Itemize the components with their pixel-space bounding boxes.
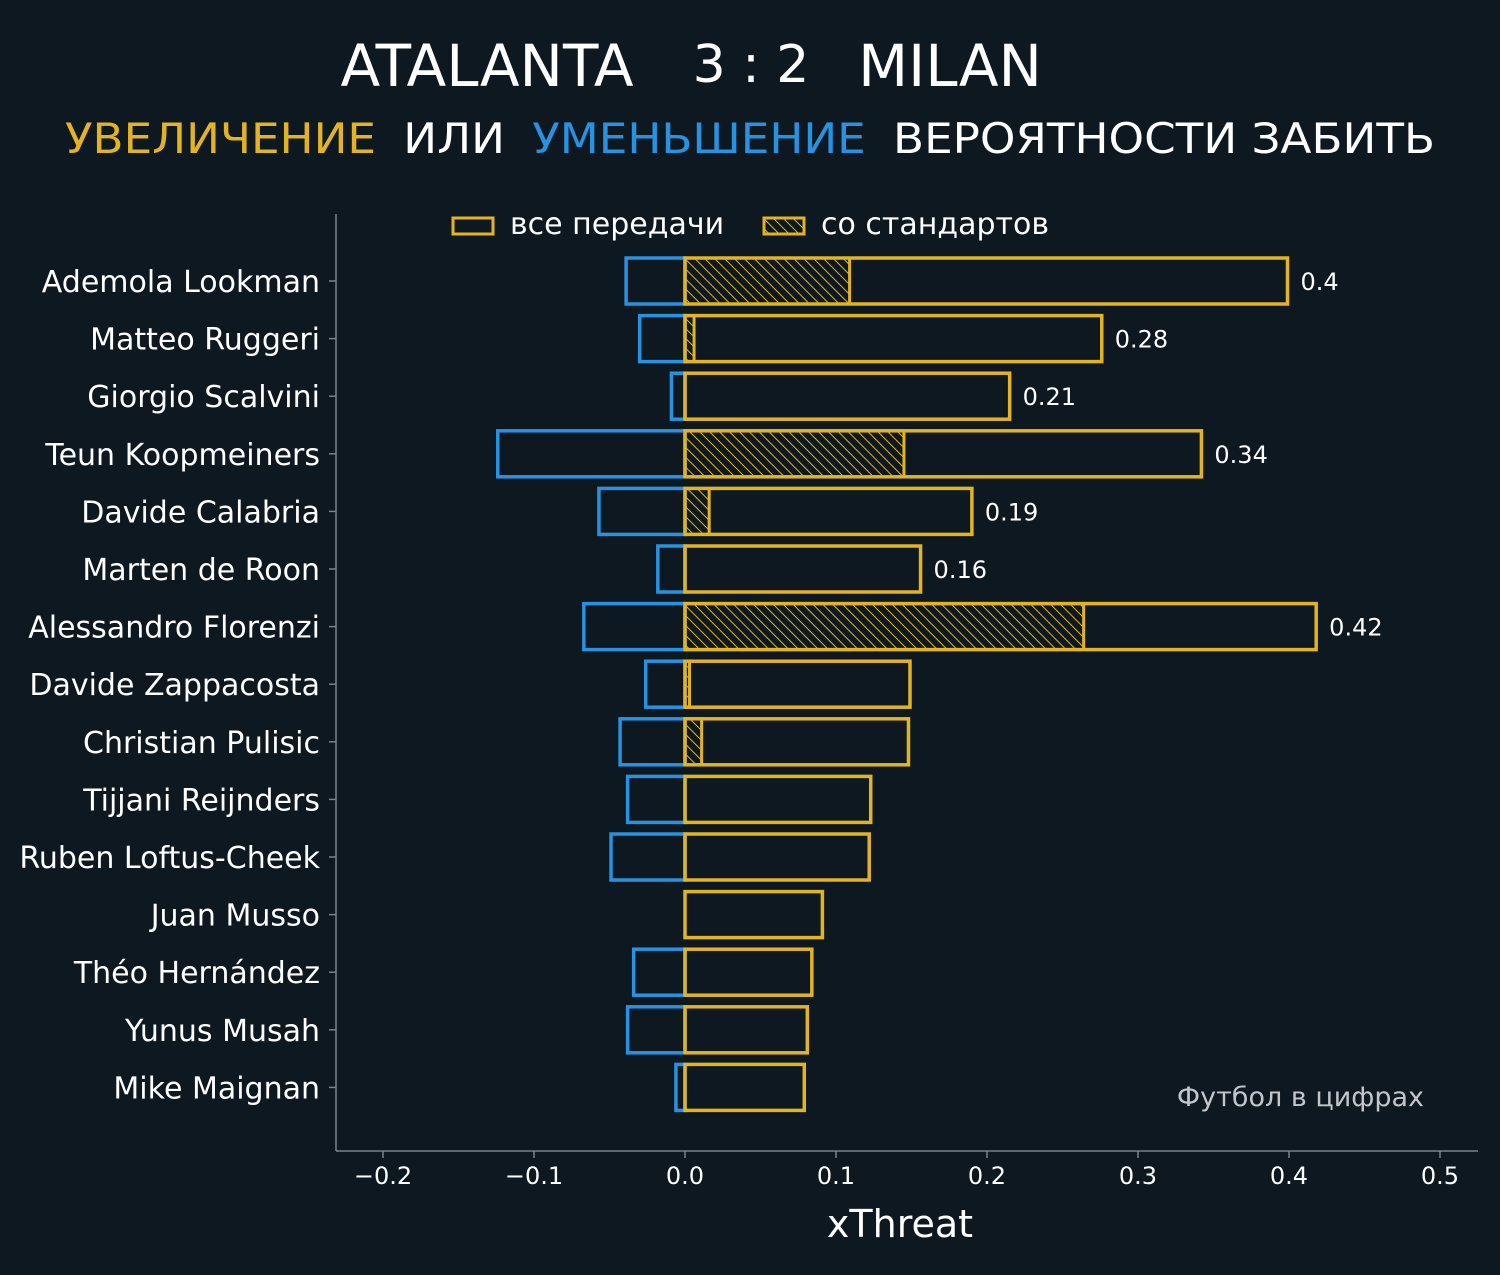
bar-all-passes-giorgio-scalvini bbox=[683, 371, 1012, 421]
y-tick-label-davide-zappacosta: Davide Zappacosta bbox=[29, 668, 320, 703]
subtitle-decrease: УМЕНЬШЕНИЕ bbox=[532, 114, 866, 163]
y-tick-label-ruben-loftus-cheek: Ruben Loftus-Cheek bbox=[19, 841, 320, 876]
subtitle-rest: ВЕРОЯТНОСТИ ЗАБИТЬ bbox=[893, 114, 1435, 163]
bar-negative-ruben-loftus-cheek bbox=[609, 832, 687, 882]
chart-title-away-team: MILAN bbox=[858, 32, 1042, 100]
bar-negative-alessandro-florenzi bbox=[582, 601, 687, 652]
legend-swatch-all-passes bbox=[451, 216, 495, 236]
bar-all-passes-juan-musso bbox=[683, 889, 825, 940]
bar-negative-marten-de-roon bbox=[656, 544, 687, 594]
bar-negative-teun-koopmeiners bbox=[496, 429, 687, 479]
y-tick-label-juan-musso: Juan Musso bbox=[149, 899, 320, 934]
bar-all-passes-alessandro-florenzi bbox=[683, 601, 1318, 652]
bar-all-passes-matteo-ruggeri bbox=[683, 313, 1104, 364]
data-label-giorgio-scalvini: 0.21 bbox=[1023, 383, 1076, 411]
watermark: Футбол в цифрах bbox=[1177, 1082, 1424, 1113]
bar-all-passes-the-o-herna-ndez bbox=[683, 947, 814, 997]
y-tick-label-mike-maignan: Mike Maignan bbox=[113, 1071, 320, 1106]
y-tick-label-christian-pulisic: Christian Pulisic bbox=[83, 726, 320, 761]
bar-all-passes-ademola-lookman bbox=[683, 256, 1290, 306]
legend-label-all-passes: все передачи bbox=[510, 207, 724, 242]
subtitle-increase: УВЕЛИЧЕНИЕ bbox=[65, 114, 376, 163]
bar-negative-christian-pulisic bbox=[618, 717, 687, 767]
bar-all-passes-marten-de-roon bbox=[683, 544, 923, 594]
x-tick-label: 0.3 bbox=[1119, 1162, 1157, 1190]
x-tick-label: 0.1 bbox=[817, 1162, 855, 1190]
bar-all-passes-teun-koopmeiners bbox=[683, 429, 1204, 479]
y-tick-label-the-o-herna-ndez: Théo Hernández bbox=[73, 956, 320, 991]
legend-swatch-set-pieces bbox=[762, 216, 806, 236]
x-tick-label: 0.5 bbox=[1421, 1162, 1459, 1190]
bar-all-passes-tijjani-reijnders bbox=[683, 774, 873, 825]
x-tick-label: −0.1 bbox=[505, 1162, 563, 1190]
bar-negative-the-o-herna-ndez bbox=[631, 947, 687, 997]
bar-negative-matteo-ruggeri bbox=[637, 313, 687, 364]
x-axis-label: xThreat bbox=[827, 1202, 973, 1246]
bars-layer: 0.4 0.28 0.21 0.34 0.19 0.16 0.42 bbox=[496, 256, 1383, 1113]
bar-all-passes-mike-maignan bbox=[683, 1062, 807, 1113]
data-label-alessandro-florenzi: 0.42 bbox=[1329, 614, 1382, 642]
bar-negative-davide-zappacosta bbox=[643, 659, 687, 709]
bar-set-pieces-ademola-lookman bbox=[683, 256, 852, 306]
chart-subtitle: УВЕЛИЧЕНИЕ ИЛИ УМЕНЬШЕНИЕ ВЕРОЯТНОСТИ ЗА… bbox=[65, 114, 1435, 163]
x-tick-label: 0.2 bbox=[968, 1162, 1006, 1190]
bar-set-pieces-christian-pulisic bbox=[683, 717, 704, 767]
bar-all-passes-davide-calabria bbox=[683, 486, 974, 537]
bar-negative-davide-calabria bbox=[597, 486, 687, 537]
x-tick-label: 0.4 bbox=[1270, 1162, 1308, 1190]
x-ticks: −0.2 −0.1 0.0 0.1 0.2 0.3 0.4 0.5 bbox=[354, 1151, 1459, 1190]
chart-title-score: 3 : 2 bbox=[693, 35, 810, 95]
y-tick-label-teun-koopmeiners: Teun Koopmeiners bbox=[44, 438, 320, 473]
chart-title-home-team: ATALANTA bbox=[340, 32, 633, 100]
legend: все передачи со стандартов bbox=[451, 207, 1049, 242]
y-tick-label-yunus-musah: Yunus Musah bbox=[124, 1014, 320, 1049]
bar-negative-tijjani-reijnders bbox=[625, 774, 687, 825]
y-tick-label-giorgio-scalvini: Giorgio Scalvini bbox=[87, 380, 320, 415]
data-label-ademola-lookman: 0.4 bbox=[1300, 268, 1338, 296]
y-tick-label-tijjani-reijnders: Tijjani Reijnders bbox=[82, 783, 320, 818]
data-label-teun-koopmeiners: 0.34 bbox=[1214, 441, 1267, 469]
y-tick-label-ademola-lookman: Ademola Lookman bbox=[42, 265, 320, 300]
bar-set-pieces-teun-koopmeiners bbox=[683, 429, 906, 479]
data-label-matteo-ruggeri: 0.28 bbox=[1115, 326, 1168, 354]
legend-label-set-pieces: со стандартов bbox=[821, 207, 1049, 242]
bar-negative-yunus-musah bbox=[625, 1005, 687, 1055]
y-tick-label-davide-calabria: Davide Calabria bbox=[81, 495, 320, 530]
y-tick-label-alessandro-florenzi: Alessandro Florenzi bbox=[28, 611, 320, 646]
x-tick-label: 0.0 bbox=[666, 1162, 704, 1190]
bar-all-passes-davide-zappacosta bbox=[683, 659, 912, 709]
bar-negative-giorgio-scalvini bbox=[669, 371, 687, 421]
y-tick-labels: Ademola Lookman Matteo Ruggeri Giorgio Sca… bbox=[19, 265, 336, 1106]
bar-all-passes-christian-pulisic bbox=[683, 717, 911, 767]
y-tick-label-marten-de-roon: Marten de Roon bbox=[82, 553, 320, 588]
bar-all-passes-ruben-loftus-cheek bbox=[683, 832, 871, 882]
bar-set-pieces-davide-calabria bbox=[683, 486, 711, 536]
data-label-marten-de-roon: 0.16 bbox=[934, 556, 987, 584]
bar-all-passes-yunus-musah bbox=[683, 1005, 810, 1055]
bar-set-pieces-alessandro-florenzi bbox=[683, 602, 1086, 652]
y-tick-label-matteo-ruggeri: Matteo Ruggeri bbox=[90, 323, 320, 358]
subtitle-or: ИЛИ bbox=[403, 114, 505, 163]
x-tick-label: −0.2 bbox=[354, 1162, 412, 1190]
bar-negative-ademola-lookman bbox=[624, 256, 687, 306]
data-label-davide-calabria: 0.19 bbox=[985, 498, 1038, 526]
